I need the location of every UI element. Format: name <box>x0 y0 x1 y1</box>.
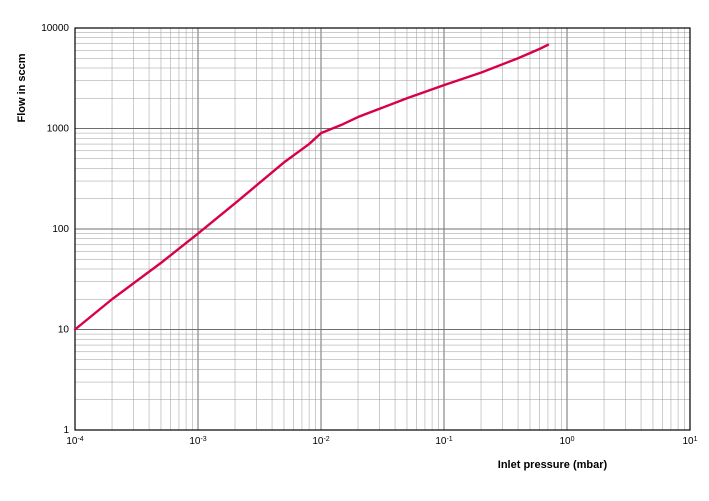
y-axis-label: Flow in sccm <box>16 53 28 122</box>
y-tick: 1000 <box>47 124 70 135</box>
y-tick: 10000 <box>41 23 69 34</box>
y-tick: 1 <box>63 425 69 436</box>
y-tick: 10 <box>58 325 70 336</box>
x-axis-label: Inlet pressure (mbar) <box>498 459 608 471</box>
chart-container: { "chart": { "type": "line-loglog", "wid… <box>0 0 709 501</box>
y-tick: 100 <box>52 224 69 235</box>
loglog-chart: 10-410-310-210-1100101110100100010000Inl… <box>0 0 709 501</box>
